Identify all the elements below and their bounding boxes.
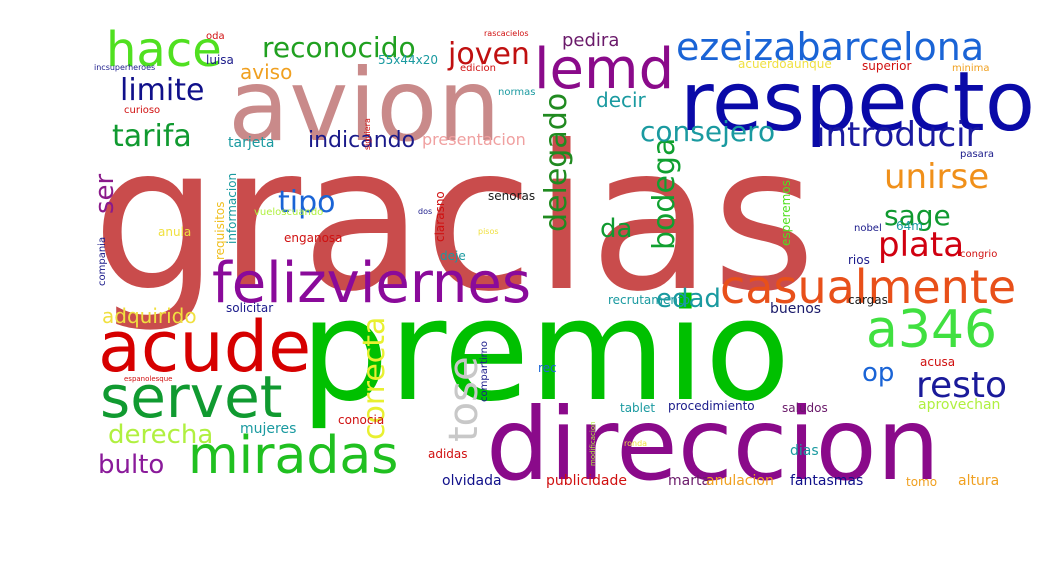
- word: reconocido: [262, 31, 416, 64]
- word: servet: [100, 363, 283, 431]
- word: joven: [448, 37, 530, 72]
- word: compartirno: [479, 340, 490, 402]
- word: rec: [538, 361, 557, 375]
- word: dos: [418, 207, 433, 216]
- word: delegado: [539, 92, 574, 232]
- word: aprovechan: [918, 397, 1001, 413]
- word: resto: [916, 365, 1008, 406]
- word: 64m: [896, 219, 923, 233]
- word: direccion: [486, 386, 941, 503]
- word: publicidade: [546, 473, 627, 489]
- word: pedira: [562, 30, 620, 51]
- word: deje: [440, 249, 466, 263]
- word: tomo: [906, 475, 938, 489]
- word: senoras: [488, 189, 536, 203]
- word: esperemos: [779, 180, 793, 246]
- word: acude: [98, 306, 312, 388]
- word: ronda: [624, 439, 648, 448]
- word: felizviernes: [212, 251, 531, 316]
- word: mujeres: [240, 421, 297, 437]
- word: acuerdoaunque: [738, 57, 832, 71]
- word: espanolesque: [124, 375, 173, 383]
- word: rascacielos: [484, 29, 529, 38]
- word: oda: [206, 31, 225, 42]
- word: recrutamento: [608, 293, 690, 307]
- word: tose: [441, 356, 487, 442]
- word: consejero: [640, 115, 776, 148]
- word: sage: [884, 199, 951, 232]
- word: procedimiento: [668, 399, 755, 413]
- word: a346: [866, 300, 998, 360]
- word: pisos: [478, 227, 499, 236]
- word: pasara: [960, 149, 995, 160]
- word: adquirido: [102, 304, 197, 328]
- word: premio: [300, 270, 791, 433]
- word: anula: [158, 225, 192, 239]
- word: miradas: [188, 426, 399, 486]
- word: edicion: [460, 63, 497, 74]
- word: avion: [228, 47, 501, 164]
- word: decir: [596, 88, 646, 112]
- word: derecha: [108, 420, 214, 450]
- word: limite: [120, 73, 205, 108]
- word: modificacion: [589, 421, 597, 466]
- word: conocia: [338, 413, 385, 427]
- word: compania: [97, 236, 108, 286]
- word: saludos: [782, 401, 828, 415]
- word: presentacion: [422, 130, 526, 149]
- word: nobel: [854, 223, 882, 234]
- word: hace: [106, 22, 222, 78]
- word: casualmente: [720, 260, 1017, 314]
- word: acusa: [920, 355, 956, 369]
- word: adidas: [428, 447, 468, 461]
- word: edad: [656, 284, 721, 314]
- word: da: [600, 214, 633, 244]
- word: fantasmas: [790, 473, 864, 489]
- word: tipo: [278, 185, 336, 220]
- word: rios: [848, 253, 870, 267]
- word: luisa: [206, 53, 234, 67]
- word: bulto: [98, 450, 165, 480]
- word: incsuperheroes: [94, 63, 156, 72]
- word: op: [862, 358, 895, 388]
- word: vueloscuando: [254, 207, 324, 218]
- word: solicitar: [226, 301, 274, 315]
- word: lemd: [534, 37, 675, 102]
- word: enganosa: [284, 231, 343, 245]
- word: dias: [790, 443, 819, 459]
- word: siguiera: [363, 118, 372, 150]
- word: ser: [90, 173, 120, 214]
- word: tarifa: [112, 119, 192, 154]
- word: unirse: [884, 157, 990, 197]
- word: tablet: [620, 401, 656, 415]
- word: marta: [668, 473, 711, 489]
- word: ezeizabarcelona: [676, 25, 985, 69]
- word: plata: [878, 225, 965, 265]
- word: informacion: [225, 172, 239, 244]
- word: olvidada: [442, 473, 502, 489]
- word: normas: [498, 87, 536, 98]
- word: congrio: [960, 249, 998, 260]
- word: clarasno: [433, 191, 447, 242]
- word: minima: [952, 63, 990, 74]
- word: requisitos: [213, 201, 227, 261]
- word: bodega: [647, 137, 682, 250]
- word: gracias: [92, 103, 817, 336]
- word: respecto: [680, 55, 1035, 150]
- word: aviso: [240, 60, 293, 84]
- word: tarjeta: [228, 135, 275, 151]
- word: 55x44x20: [378, 53, 439, 67]
- word: curioso: [124, 105, 161, 116]
- word: cargas: [848, 293, 888, 307]
- word: introducir: [816, 115, 980, 155]
- word: altura: [958, 473, 1000, 489]
- word: superior: [862, 59, 912, 73]
- word: indicando: [308, 128, 416, 153]
- word: buenos: [770, 301, 822, 317]
- word: anulacion: [706, 473, 774, 489]
